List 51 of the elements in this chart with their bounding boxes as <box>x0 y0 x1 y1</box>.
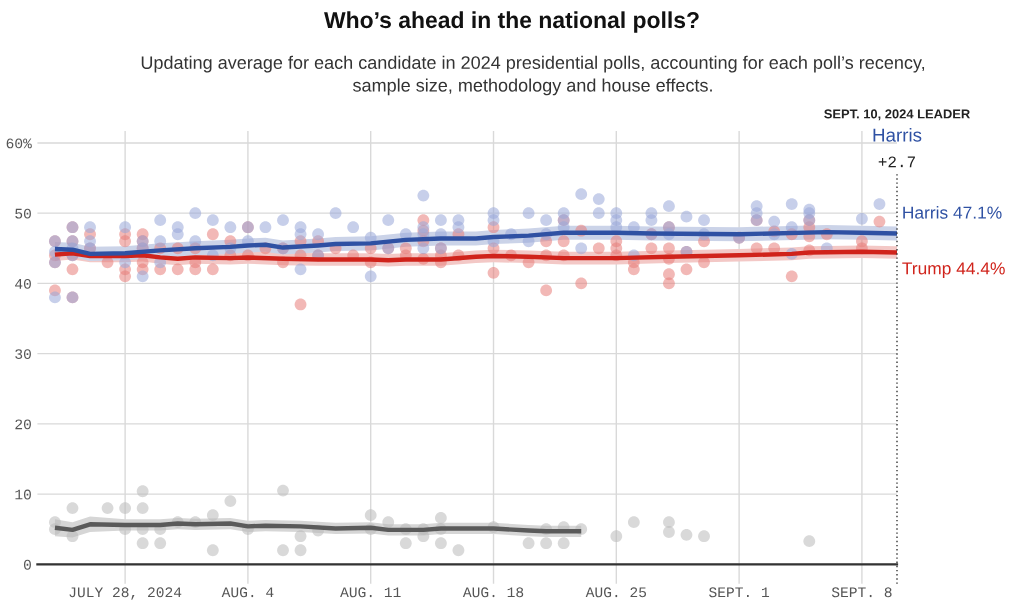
text: Harris 47.1% <box>903 205 1002 219</box>
x-tick-label: AUG. 11 <box>340 587 401 598</box>
x-tick-label: AUG. 18 <box>462 587 524 598</box>
point <box>522 537 535 550</box>
point <box>680 528 693 541</box>
point <box>627 516 640 529</box>
y-tick-label: 60% <box>6 138 32 149</box>
point <box>277 484 289 497</box>
point <box>206 509 219 522</box>
point <box>610 530 623 543</box>
point <box>382 516 395 529</box>
point <box>434 537 447 550</box>
x-tick-label: SEPT. 1 <box>709 587 770 598</box>
point <box>294 530 307 543</box>
point <box>452 544 465 557</box>
point <box>136 502 149 515</box>
y-tick-label: 40 <box>15 278 31 289</box>
text: Trump 44.4% <box>902 262 1005 278</box>
y-tick-label: 20 <box>15 419 31 430</box>
point <box>540 537 553 550</box>
point <box>224 495 237 507</box>
x-tick-label: JULY 28, 2024 <box>69 587 182 600</box>
point <box>698 530 710 543</box>
point <box>66 502 79 515</box>
x-tick-label: AUG. 25 <box>585 587 647 598</box>
point <box>136 485 149 498</box>
point <box>101 502 114 515</box>
y-tick-label: 50 <box>15 208 31 219</box>
chart-title: Who’s ahead in the national polls? <box>324 11 699 33</box>
text: Harris <box>873 127 922 142</box>
point <box>663 526 675 538</box>
annotation: +2.7 <box>878 156 915 168</box>
y-tick-label: 0 <box>23 559 31 570</box>
x-tick-label: AUG. 4 <box>221 587 274 598</box>
point <box>294 544 307 557</box>
ref-line-label: SEPT. 10, 2024 LEADER <box>824 109 970 121</box>
point <box>364 509 377 522</box>
x-tick-label: SEPT. 8 <box>831 587 892 598</box>
y-tick-label: 30 <box>15 349 31 360</box>
point <box>277 544 289 557</box>
point <box>663 516 675 529</box>
point <box>136 537 149 550</box>
y-tick-label: 10 <box>15 489 31 500</box>
point <box>206 544 219 557</box>
point <box>557 537 570 550</box>
point <box>399 537 412 550</box>
point <box>154 537 167 550</box>
point <box>803 535 816 548</box>
point <box>119 502 132 515</box>
chart-subtitle: Updating average for each candidate in 2024 presidential polls, accounting for each poll’s recency, sample size, methodology and house effects. <box>141 55 925 96</box>
point <box>434 512 447 524</box>
